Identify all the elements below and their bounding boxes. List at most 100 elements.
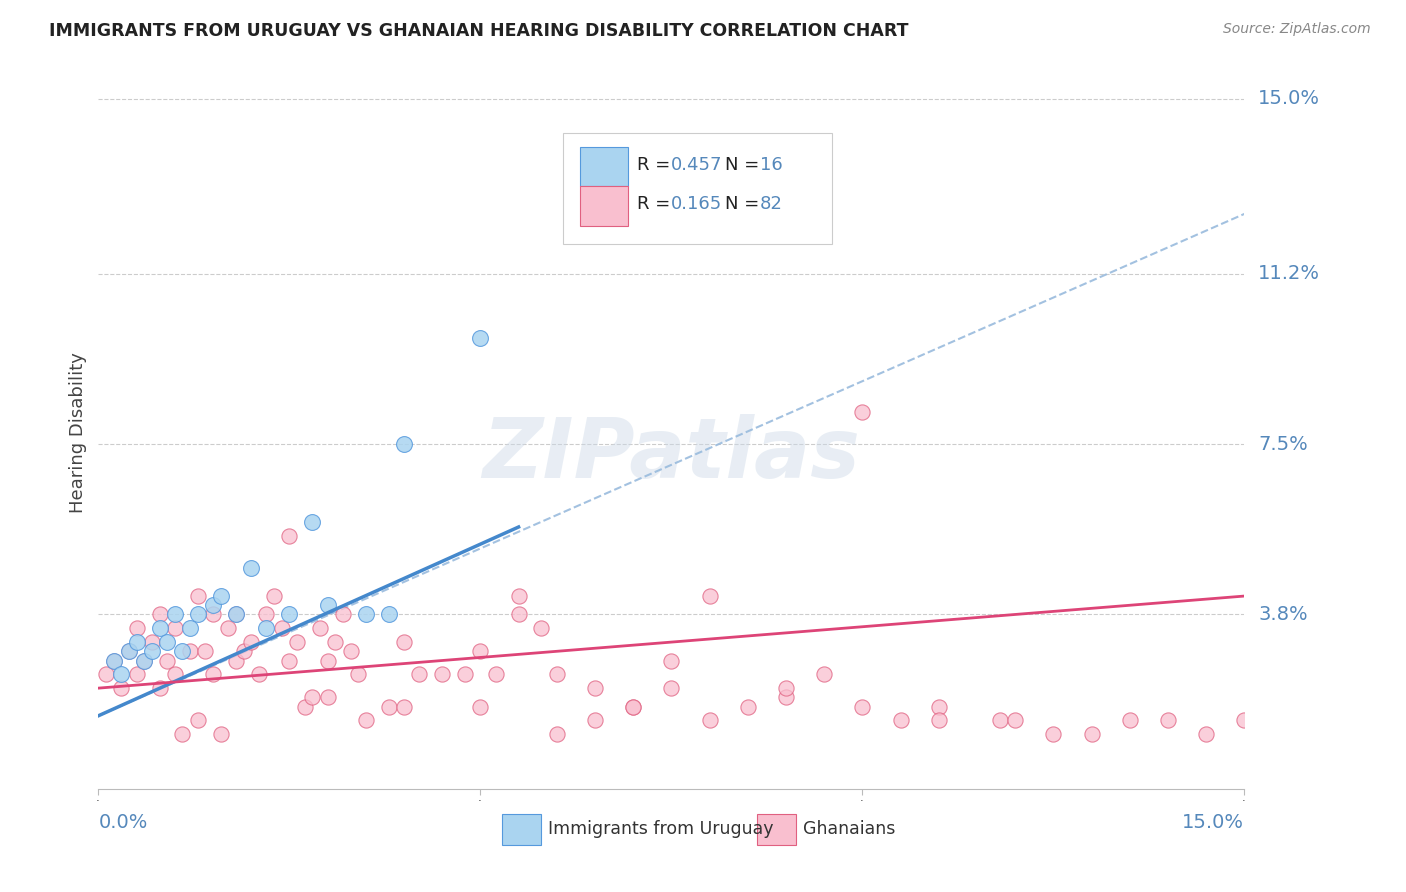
Point [278,607,301,622]
Point [240,561,263,575]
Text: 0.0%: 0.0% [98,814,148,832]
Point [928,714,950,728]
Point [187,607,209,622]
Point [141,644,163,658]
Point [316,690,339,705]
Point [546,667,568,681]
Text: N =: N = [725,195,765,213]
Point [470,699,492,714]
Point [202,599,225,613]
Point [134,653,156,667]
Point [118,644,141,658]
Text: 11.2%: 11.2% [1258,264,1320,284]
Point [1004,714,1026,728]
Point [225,607,247,622]
Point [187,589,209,603]
Point [699,589,721,603]
Point [232,644,254,658]
Point [148,681,170,695]
Point [392,437,415,451]
Point [530,621,553,635]
Text: 15.0%: 15.0% [1258,89,1320,108]
Point [163,621,186,635]
Point [377,607,399,622]
Point [163,607,186,622]
Point [110,681,132,695]
Point [354,607,377,622]
Point [392,699,415,714]
Point [1119,714,1142,728]
Point [546,727,568,741]
Point [454,667,477,681]
Point [508,589,530,603]
Point [813,667,835,681]
Point [118,644,141,658]
Point [270,621,292,635]
Text: Immigrants from Uruguay: Immigrants from Uruguay [547,821,773,838]
Point [661,681,683,695]
FancyBboxPatch shape [502,814,541,845]
Point [172,644,194,658]
Point [301,516,323,530]
Point [217,621,239,635]
Point [141,635,163,649]
Point [1042,727,1064,741]
Text: 3.8%: 3.8% [1258,605,1308,624]
Point [1080,727,1102,741]
Point [699,714,721,728]
Text: ZIPatlas: ZIPatlas [482,414,860,494]
Point [430,667,453,681]
Point [583,681,606,695]
Point [309,621,332,635]
Point [125,667,148,681]
Point [179,644,201,658]
Point [851,405,873,419]
Point [103,653,125,667]
Point [928,699,950,714]
Point [179,621,201,635]
Point [278,529,301,543]
Point [1157,714,1180,728]
Point [661,653,683,667]
Point [94,667,117,681]
FancyBboxPatch shape [579,147,628,186]
FancyBboxPatch shape [758,814,796,845]
Point [156,635,179,649]
Point [377,699,399,714]
Point [148,607,170,622]
Point [225,653,247,667]
Point [202,667,225,681]
Point [621,699,644,714]
Point [1195,727,1218,741]
Point [285,635,308,649]
Point [294,699,316,714]
Point [339,644,361,658]
Point [194,644,217,658]
Point [470,331,492,345]
Text: Ghanaians: Ghanaians [803,821,896,838]
Point [125,621,148,635]
Point [202,607,225,622]
Point [148,621,170,635]
Text: 0.165: 0.165 [672,195,723,213]
Point [278,653,301,667]
Text: 7.5%: 7.5% [1258,434,1308,454]
Point [470,644,492,658]
Point [775,690,797,705]
Text: R =: R = [637,195,676,213]
Point [187,714,209,728]
Point [775,681,797,695]
Point [323,635,346,649]
Point [134,653,156,667]
Point [256,607,278,622]
Text: Source: ZipAtlas.com: Source: ZipAtlas.com [1223,22,1371,37]
Point [889,714,911,728]
Point [1233,714,1256,728]
Point [301,690,323,705]
Text: IMMIGRANTS FROM URUGUAY VS GHANAIAN HEARING DISABILITY CORRELATION CHART: IMMIGRANTS FROM URUGUAY VS GHANAIAN HEAR… [49,22,908,40]
Point [172,727,194,741]
Point [247,667,270,681]
Point [256,621,278,635]
Text: N =: N = [725,156,765,174]
Point [209,589,232,603]
